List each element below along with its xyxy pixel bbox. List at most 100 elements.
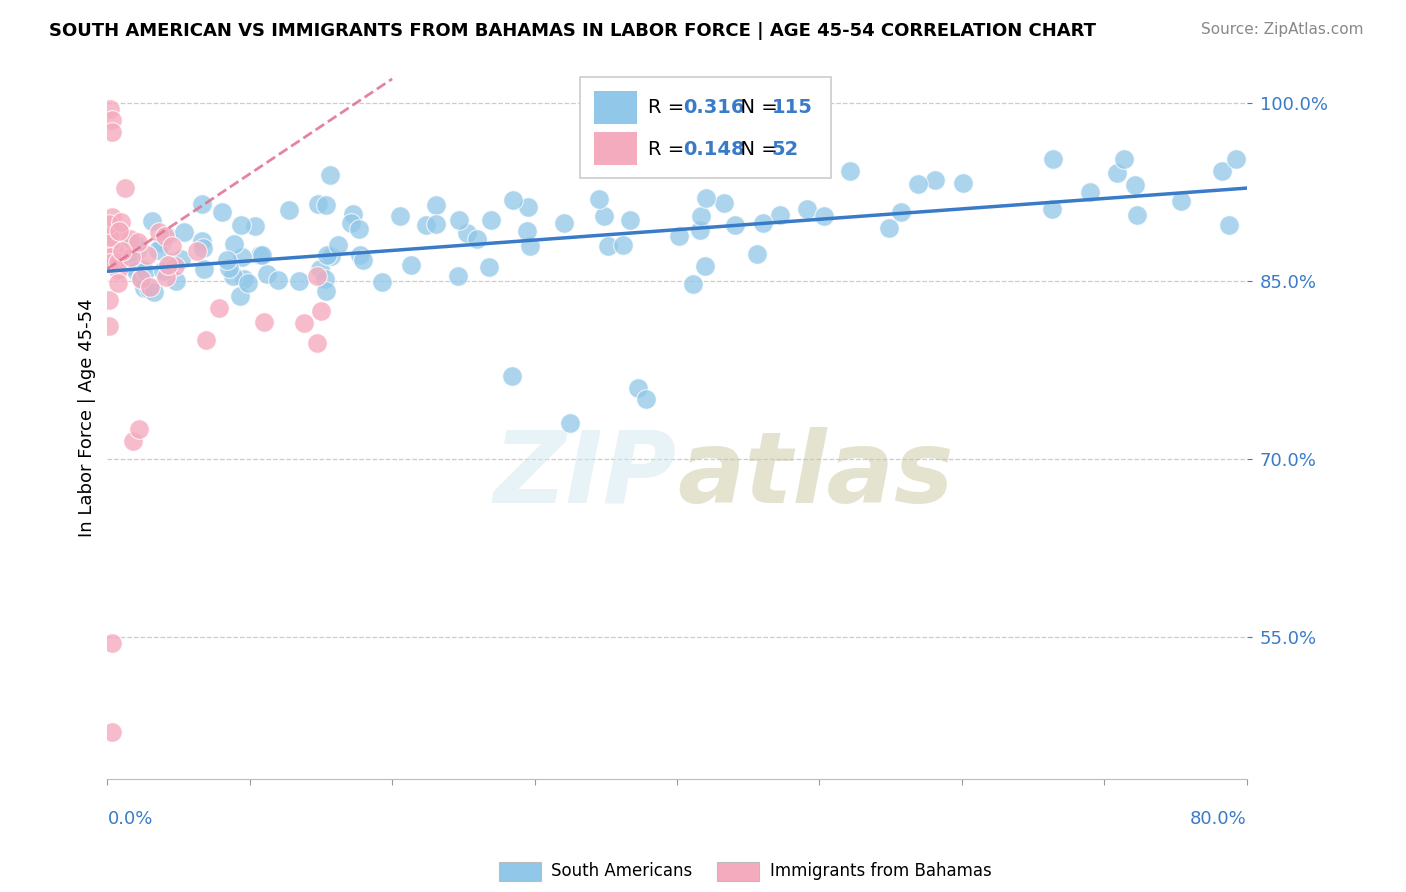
Point bbox=[127, 235, 149, 249]
Point bbox=[129, 272, 152, 286]
Point bbox=[456, 227, 478, 241]
Point bbox=[134, 264, 156, 278]
Point bbox=[129, 270, 152, 285]
Point bbox=[100, 256, 122, 270]
Point bbox=[118, 250, 141, 264]
Point bbox=[136, 248, 159, 262]
Point bbox=[107, 255, 129, 269]
Point bbox=[193, 262, 215, 277]
Point bbox=[796, 202, 818, 216]
Point bbox=[713, 196, 735, 211]
Point bbox=[342, 207, 364, 221]
Point bbox=[103, 227, 125, 241]
Point bbox=[1211, 163, 1233, 178]
Point bbox=[120, 232, 142, 246]
Point bbox=[592, 209, 614, 223]
Point bbox=[326, 237, 349, 252]
Point bbox=[689, 209, 711, 223]
Point bbox=[519, 238, 541, 252]
Point bbox=[105, 252, 128, 266]
Point bbox=[501, 368, 523, 383]
Point bbox=[347, 222, 370, 236]
Point bbox=[157, 258, 180, 272]
Point bbox=[229, 289, 252, 303]
Point bbox=[98, 102, 121, 116]
Text: 0.0%: 0.0% bbox=[107, 810, 153, 828]
Point bbox=[558, 416, 581, 430]
Point bbox=[112, 241, 135, 255]
Point bbox=[745, 247, 768, 261]
Point bbox=[132, 281, 155, 295]
FancyBboxPatch shape bbox=[581, 77, 831, 178]
Point bbox=[516, 223, 538, 237]
Point bbox=[100, 113, 122, 128]
Point bbox=[125, 244, 148, 258]
Point bbox=[191, 196, 214, 211]
Point bbox=[107, 263, 129, 277]
Point bbox=[250, 248, 273, 262]
Point bbox=[388, 209, 411, 223]
Point bbox=[621, 159, 644, 173]
Point bbox=[636, 392, 658, 407]
Point bbox=[100, 244, 122, 258]
Point bbox=[502, 194, 524, 208]
Point bbox=[277, 202, 299, 217]
Point bbox=[160, 239, 183, 253]
Point bbox=[131, 262, 153, 277]
Point bbox=[122, 434, 145, 448]
Point bbox=[128, 422, 150, 436]
FancyBboxPatch shape bbox=[593, 91, 637, 124]
Point bbox=[309, 261, 332, 276]
Point bbox=[101, 210, 124, 224]
Point bbox=[668, 228, 690, 243]
Point bbox=[838, 164, 860, 178]
Text: R =: R = bbox=[648, 98, 690, 117]
Point bbox=[724, 218, 747, 232]
Point bbox=[695, 191, 717, 205]
Point bbox=[208, 301, 231, 316]
Point bbox=[107, 276, 129, 290]
Point bbox=[150, 236, 173, 251]
Point bbox=[1218, 218, 1240, 232]
Point bbox=[146, 243, 169, 257]
Point bbox=[108, 224, 131, 238]
Text: South Americans: South Americans bbox=[551, 863, 692, 880]
Point bbox=[1107, 166, 1129, 180]
FancyBboxPatch shape bbox=[593, 132, 637, 165]
Point bbox=[153, 229, 176, 244]
Point bbox=[110, 215, 132, 229]
Point bbox=[125, 238, 148, 252]
Point bbox=[627, 381, 650, 395]
Point bbox=[252, 315, 274, 329]
Point bbox=[447, 268, 470, 283]
Point bbox=[907, 177, 929, 191]
Point bbox=[292, 316, 315, 330]
Point bbox=[319, 168, 342, 182]
Text: Source: ZipAtlas.com: Source: ZipAtlas.com bbox=[1201, 22, 1364, 37]
Y-axis label: In Labor Force | Age 45-54: In Labor Force | Age 45-54 bbox=[79, 298, 96, 537]
Point bbox=[107, 244, 129, 259]
Point bbox=[305, 335, 328, 350]
Point bbox=[100, 636, 122, 650]
Point bbox=[425, 217, 447, 231]
Text: 0.148: 0.148 bbox=[683, 140, 744, 159]
Point bbox=[236, 277, 259, 291]
Point bbox=[479, 213, 502, 227]
Point bbox=[138, 281, 160, 295]
Text: N =: N = bbox=[728, 98, 785, 117]
Point bbox=[517, 201, 540, 215]
Point bbox=[155, 270, 177, 285]
Point bbox=[314, 271, 336, 285]
Point bbox=[215, 253, 238, 268]
Point bbox=[478, 260, 501, 274]
Point bbox=[752, 216, 775, 230]
Point bbox=[553, 216, 575, 230]
Point bbox=[596, 238, 619, 252]
Point bbox=[612, 238, 634, 252]
Point bbox=[114, 180, 136, 194]
Text: 115: 115 bbox=[772, 98, 813, 117]
Point bbox=[170, 252, 193, 267]
Point bbox=[339, 216, 361, 230]
Point bbox=[813, 209, 835, 223]
Point bbox=[1114, 153, 1136, 167]
